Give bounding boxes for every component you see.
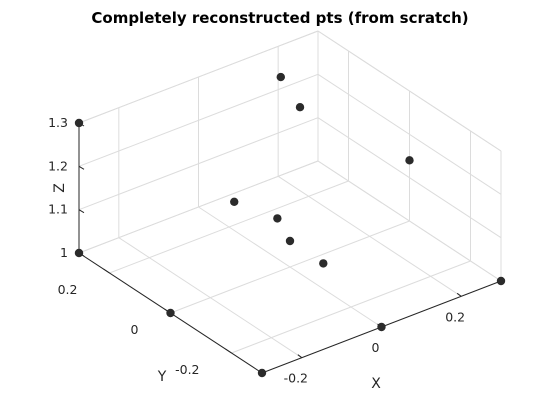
z-tick: [78, 209, 85, 214]
data-point: [74, 248, 84, 258]
box-edge: [78, 160, 319, 254]
data-point: [295, 103, 305, 112]
data-point: [230, 197, 239, 206]
data-point: [74, 118, 84, 128]
z-tick: [78, 165, 85, 170]
y-tick: [103, 268, 110, 274]
box-edge: [317, 160, 502, 282]
gridline: [231, 260, 471, 354]
y-tick-label: -0.2: [175, 362, 199, 377]
y-tick-label: 0: [131, 322, 139, 337]
gridline: [78, 73, 319, 167]
data-point: [257, 368, 267, 378]
gridline: [317, 117, 502, 239]
grid: [78, 30, 502, 359]
data-point: [377, 322, 386, 332]
x-tick: [456, 292, 462, 297]
z-tick-label: 1: [60, 245, 68, 260]
box-edge: [317, 30, 502, 152]
axes: [78, 122, 502, 374]
data-point: [496, 276, 506, 286]
x-tick-label: 0: [372, 340, 380, 355]
box-edge: [78, 30, 319, 124]
x-axis-label: X: [371, 376, 381, 392]
y-axis-label: Y: [157, 369, 167, 385]
data-point: [405, 156, 414, 165]
data-point: [166, 308, 175, 318]
z-axis-label: Z: [52, 183, 68, 193]
data-point: [285, 236, 295, 246]
gridline: [317, 73, 502, 195]
gridline: [78, 117, 319, 211]
y-tick-label: 0.2: [58, 282, 78, 297]
x-tick-label: -0.2: [284, 371, 308, 386]
z-tick-label: 1.1: [48, 202, 68, 217]
data-points: [74, 72, 506, 378]
z-tick-label: 1.2: [48, 158, 68, 173]
x-tick-label: 0.2: [445, 309, 465, 324]
data-point: [276, 72, 285, 82]
chart-title: Completely reconstructed pts (from scrat…: [91, 9, 468, 27]
gridline: [170, 220, 410, 314]
x-tick: [297, 354, 303, 359]
data-point: [319, 259, 328, 268]
data-point: [273, 214, 282, 223]
y-tick: [225, 348, 232, 354]
z-tick-label: 1.3: [48, 115, 68, 130]
tick-labels: -0.2 0 0.2 -0.2 0 0.2 1 1.1 1.2 1.3: [48, 115, 465, 386]
gridline: [109, 180, 349, 274]
